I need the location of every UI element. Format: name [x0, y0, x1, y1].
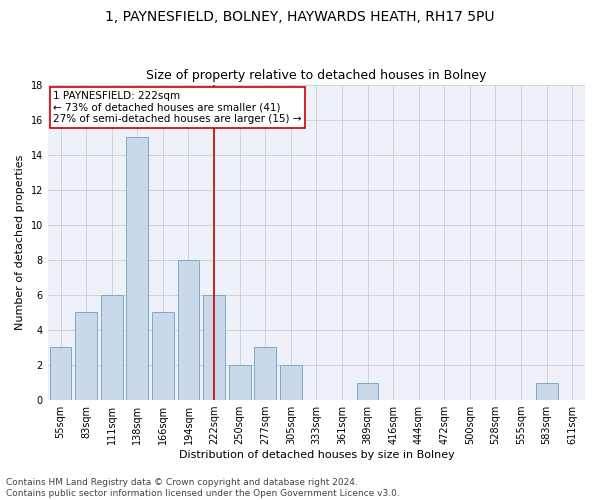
Text: Contains HM Land Registry data © Crown copyright and database right 2024.
Contai: Contains HM Land Registry data © Crown c… — [6, 478, 400, 498]
Bar — [152, 312, 174, 400]
Bar — [254, 348, 276, 400]
Text: 1 PAYNESFIELD: 222sqm
← 73% of detached houses are smaller (41)
27% of semi-deta: 1 PAYNESFIELD: 222sqm ← 73% of detached … — [53, 91, 302, 124]
Bar — [50, 348, 71, 400]
Bar — [127, 137, 148, 400]
Y-axis label: Number of detached properties: Number of detached properties — [15, 154, 25, 330]
Bar — [75, 312, 97, 400]
Bar — [280, 365, 302, 400]
Bar — [356, 382, 379, 400]
Bar — [536, 382, 557, 400]
X-axis label: Distribution of detached houses by size in Bolney: Distribution of detached houses by size … — [179, 450, 454, 460]
Bar — [203, 295, 225, 400]
Bar — [178, 260, 199, 400]
Bar — [101, 295, 122, 400]
Text: 1, PAYNESFIELD, BOLNEY, HAYWARDS HEATH, RH17 5PU: 1, PAYNESFIELD, BOLNEY, HAYWARDS HEATH, … — [105, 10, 495, 24]
Bar — [229, 365, 251, 400]
Title: Size of property relative to detached houses in Bolney: Size of property relative to detached ho… — [146, 69, 487, 82]
